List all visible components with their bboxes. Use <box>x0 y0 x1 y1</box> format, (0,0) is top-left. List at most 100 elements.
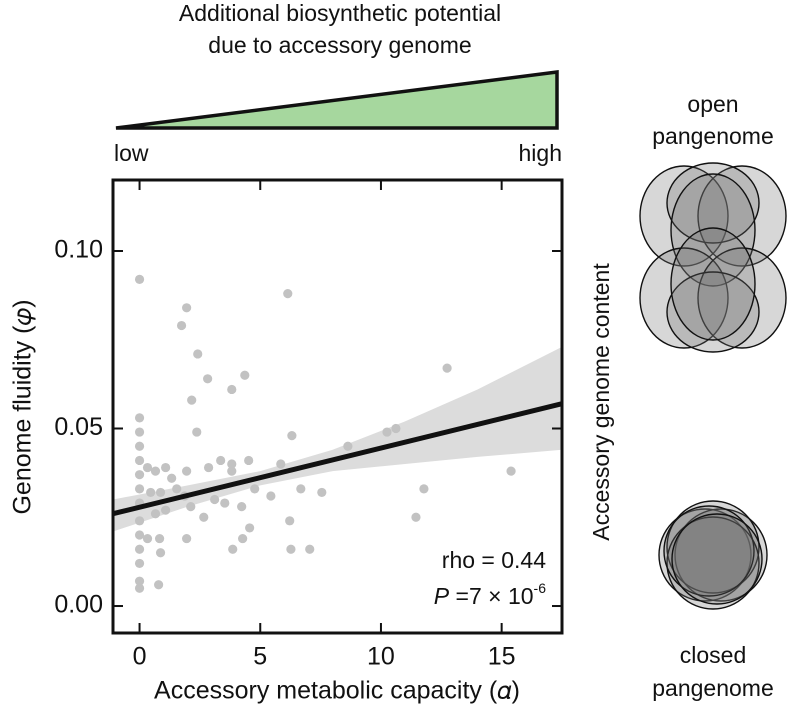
data-point <box>134 544 145 554</box>
data-point <box>216 455 226 466</box>
data-point <box>155 487 166 498</box>
venn-set <box>670 173 756 287</box>
data-point <box>182 533 192 544</box>
data-point <box>172 484 182 494</box>
data-point <box>134 274 145 285</box>
data-point <box>176 320 187 331</box>
data-point <box>154 533 165 544</box>
scatter-plot: 0 5 10 15 0.00 0.05 0.10 <box>54 178 564 671</box>
data-point <box>227 384 237 395</box>
data-point <box>150 466 161 476</box>
rho-annotation: rho = 0.44 <box>442 547 546 573</box>
venn-set <box>639 165 729 267</box>
data-point <box>317 487 327 498</box>
data-point <box>193 349 203 359</box>
data-point <box>220 498 230 508</box>
data-point <box>506 466 516 476</box>
data-point <box>244 455 254 466</box>
data-point <box>134 441 145 451</box>
data-point <box>199 512 209 522</box>
venn-set <box>671 513 763 605</box>
data-point <box>150 509 161 519</box>
venn-set <box>697 165 787 267</box>
data-point <box>296 484 306 494</box>
data-point <box>210 494 220 505</box>
venn-set <box>663 505 755 597</box>
data-point <box>276 459 286 469</box>
gradient-high: high <box>519 140 562 166</box>
data-point <box>250 484 260 494</box>
data-point <box>142 533 153 544</box>
data-point <box>411 512 421 522</box>
venn-set <box>670 227 756 341</box>
data-point <box>286 544 296 554</box>
data-point <box>287 431 297 441</box>
x-tick-label: 0 <box>133 643 147 671</box>
x-axis-label: Accessory metabolic capacity (𝛼) <box>154 677 520 705</box>
data-point <box>283 289 293 299</box>
p-text: =7 × 10 <box>449 583 533 609</box>
venn-closed-label: closed <box>680 642 746 668</box>
gradient-title: due to accessory genome <box>208 32 471 58</box>
data-point <box>245 523 255 533</box>
plot-frame <box>111 178 564 635</box>
open-venn <box>639 162 787 353</box>
fit-line <box>112 401 563 517</box>
data-point <box>182 466 192 476</box>
data-point <box>187 395 197 405</box>
y-tick-label: 0.05 <box>54 413 103 441</box>
p-symbol: P <box>434 583 450 609</box>
data-point <box>155 548 166 558</box>
gradient-panel: Additional biosynthetic potential due to… <box>114 0 562 166</box>
gradient-low: low <box>114 140 149 166</box>
gradient-title: Additional biosynthetic potential <box>179 0 501 26</box>
venn-set <box>666 500 760 594</box>
data-point <box>382 427 392 437</box>
data-point <box>146 487 156 498</box>
venn-open-label: pangenome <box>652 123 774 149</box>
data-point <box>343 441 353 451</box>
data-point <box>240 370 250 380</box>
data-point <box>419 484 429 494</box>
data-point <box>238 533 248 544</box>
y-axis-label: Genome fluidity (𝜑) <box>9 299 37 514</box>
closed-venn <box>658 500 768 610</box>
venn-open-label: open <box>687 91 738 117</box>
data-point <box>142 462 153 473</box>
data-point <box>228 544 238 554</box>
data-point <box>227 459 237 469</box>
data-point <box>134 470 145 480</box>
data-point <box>134 576 145 586</box>
venn-set <box>674 508 768 602</box>
data-point <box>134 427 145 437</box>
venn-closed-label: pangenome <box>652 675 774 701</box>
data-point <box>391 423 401 434</box>
x-tick-label: 5 <box>253 643 267 671</box>
data-point <box>134 583 145 593</box>
venn-axis-label: Accessory genome content <box>588 263 614 541</box>
data-point <box>266 491 276 501</box>
data-point <box>134 516 145 526</box>
data-point <box>134 484 145 494</box>
venn-set <box>658 508 752 602</box>
data-point <box>167 473 177 483</box>
data-point <box>305 544 315 554</box>
confidence-band <box>113 346 562 532</box>
p-annotation: P =7 × 10-6 <box>434 580 546 609</box>
data-point <box>227 466 237 476</box>
data-point <box>237 502 247 512</box>
data-point <box>186 502 196 512</box>
data-point <box>203 462 214 473</box>
data-point <box>182 303 192 313</box>
x-tick-label: 15 <box>488 643 516 671</box>
x-tick-label: 10 <box>367 643 395 671</box>
data-point <box>154 580 164 590</box>
y-tick-label: 0.10 <box>54 236 103 264</box>
data-point <box>442 363 452 373</box>
data-point <box>161 505 171 515</box>
data-point <box>134 530 145 540</box>
data-point <box>285 516 295 526</box>
venn-set <box>666 271 760 353</box>
data-point <box>203 374 213 384</box>
